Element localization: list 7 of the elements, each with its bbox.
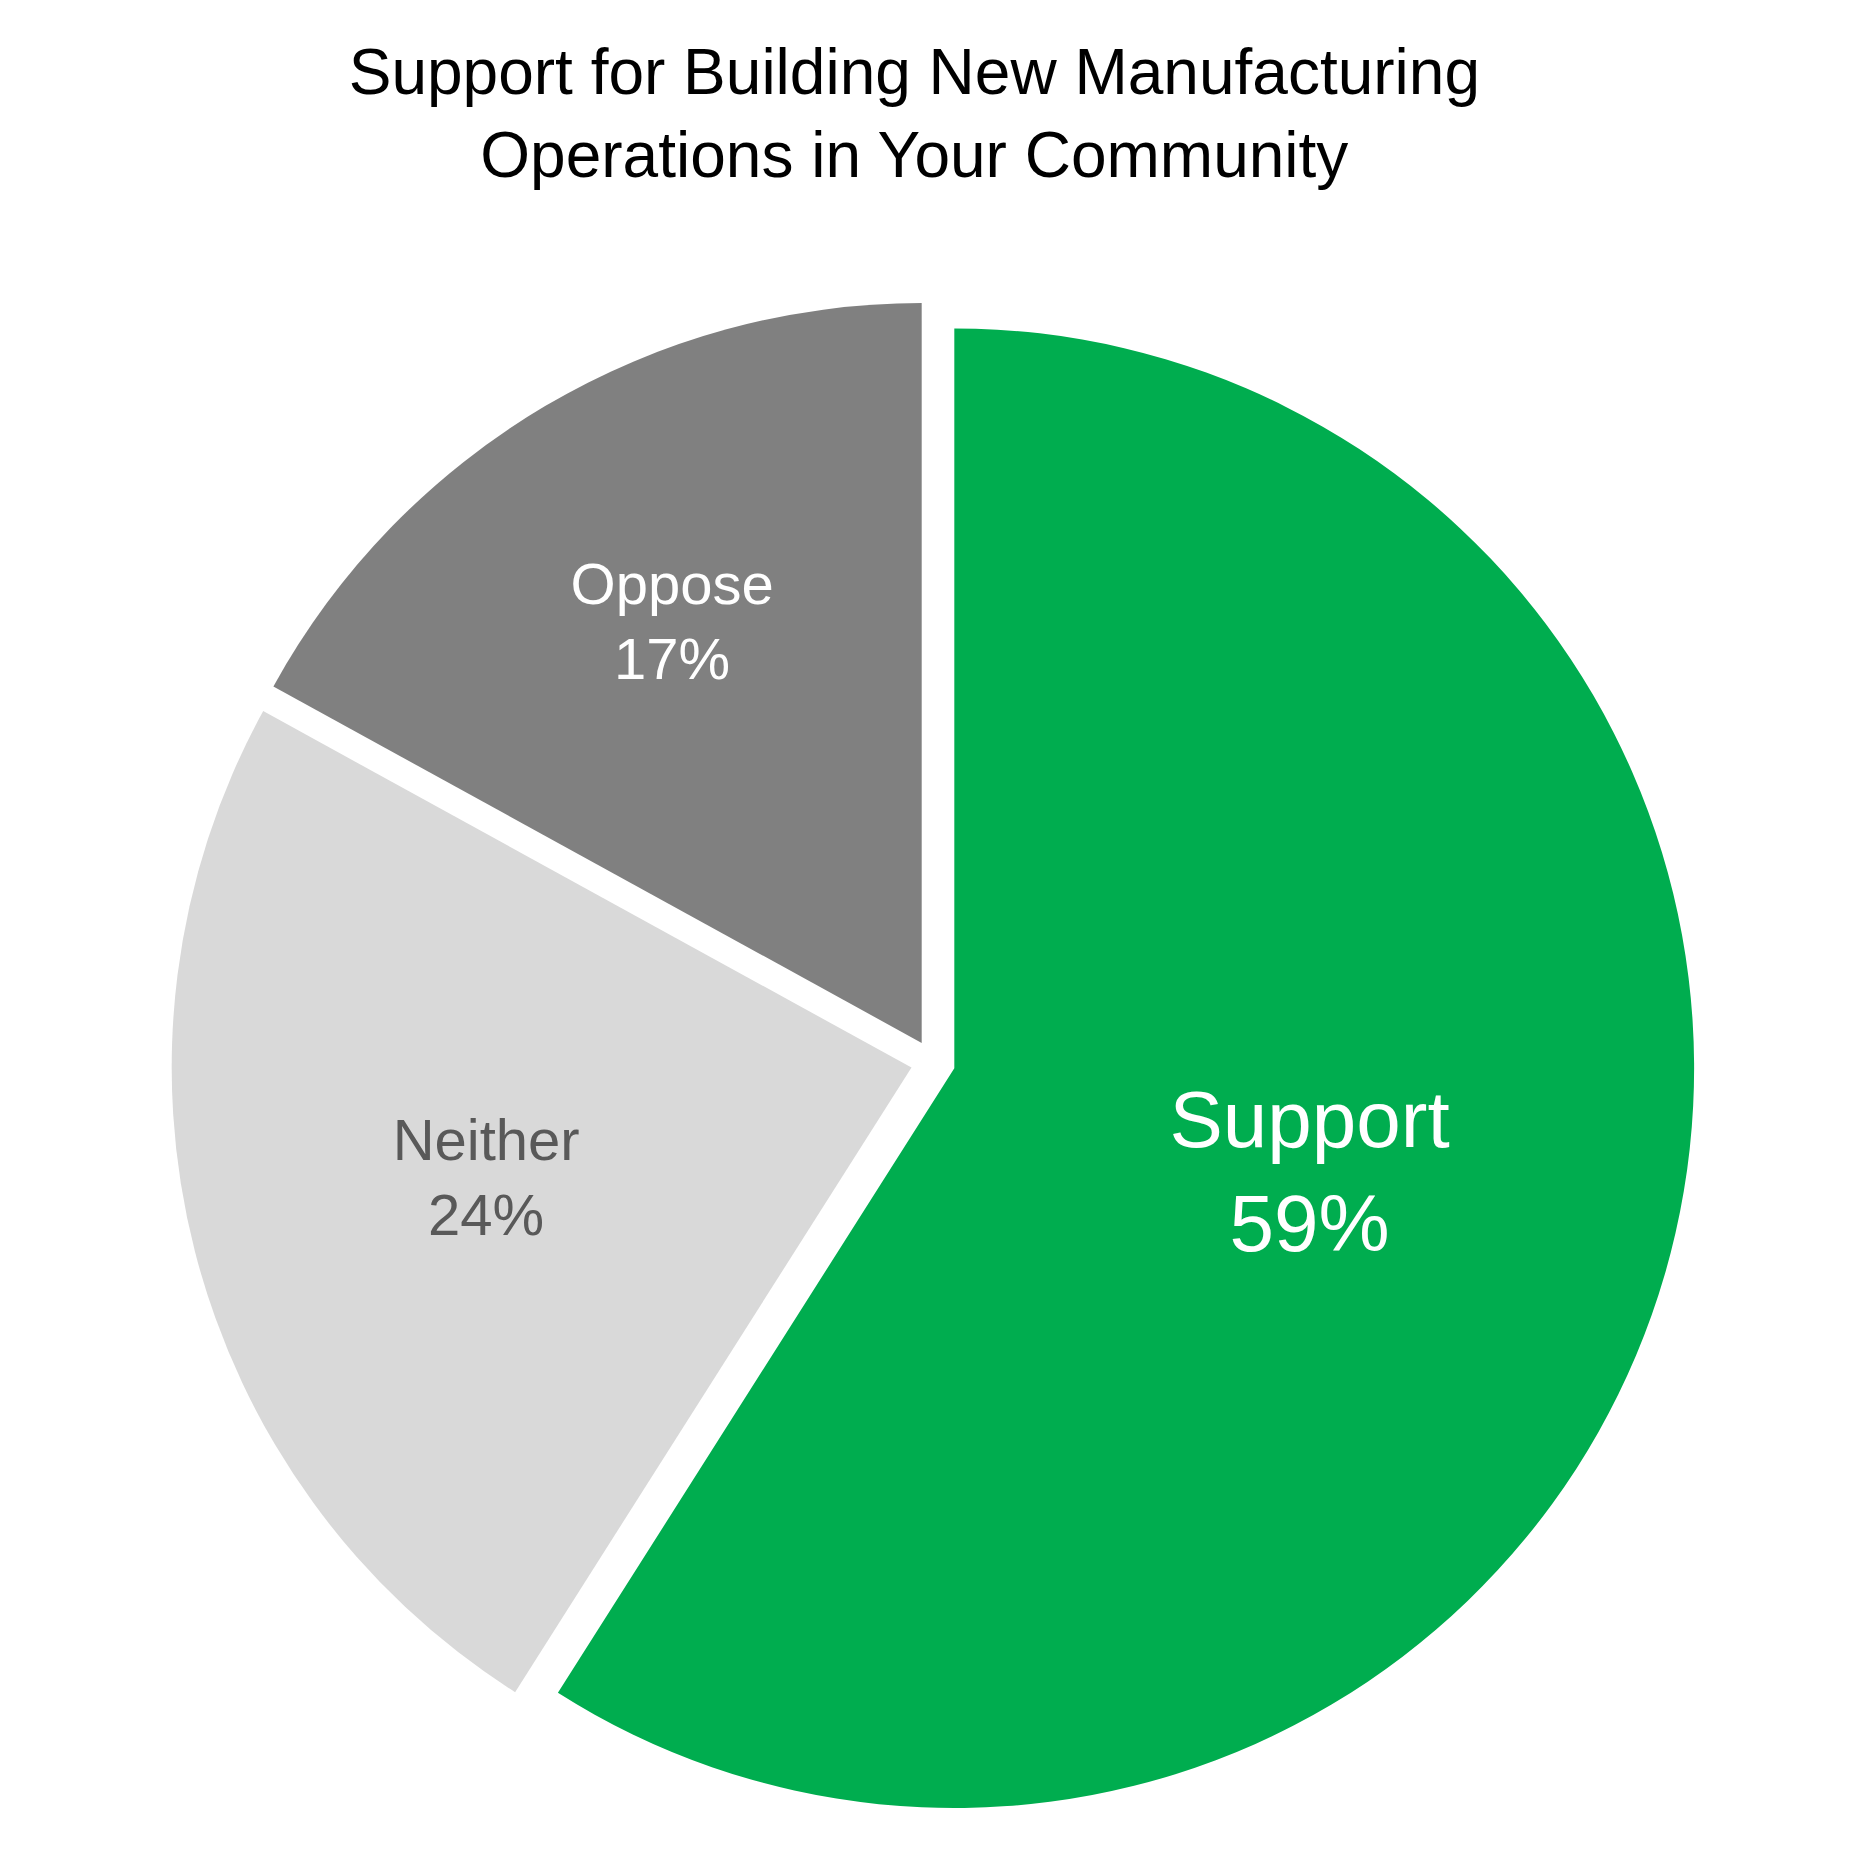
data-label: 59% xyxy=(1229,1178,1390,1268)
chart-title: Support for Building New Manufacturing Operations in Your Community xyxy=(348,35,1480,191)
slice-label: Oppose xyxy=(570,550,774,616)
slice-label: Support xyxy=(1169,1074,1450,1164)
data-label: 24% xyxy=(428,1181,545,1247)
data-label: 17% xyxy=(614,626,731,692)
slice-label: Neither xyxy=(392,1106,580,1172)
